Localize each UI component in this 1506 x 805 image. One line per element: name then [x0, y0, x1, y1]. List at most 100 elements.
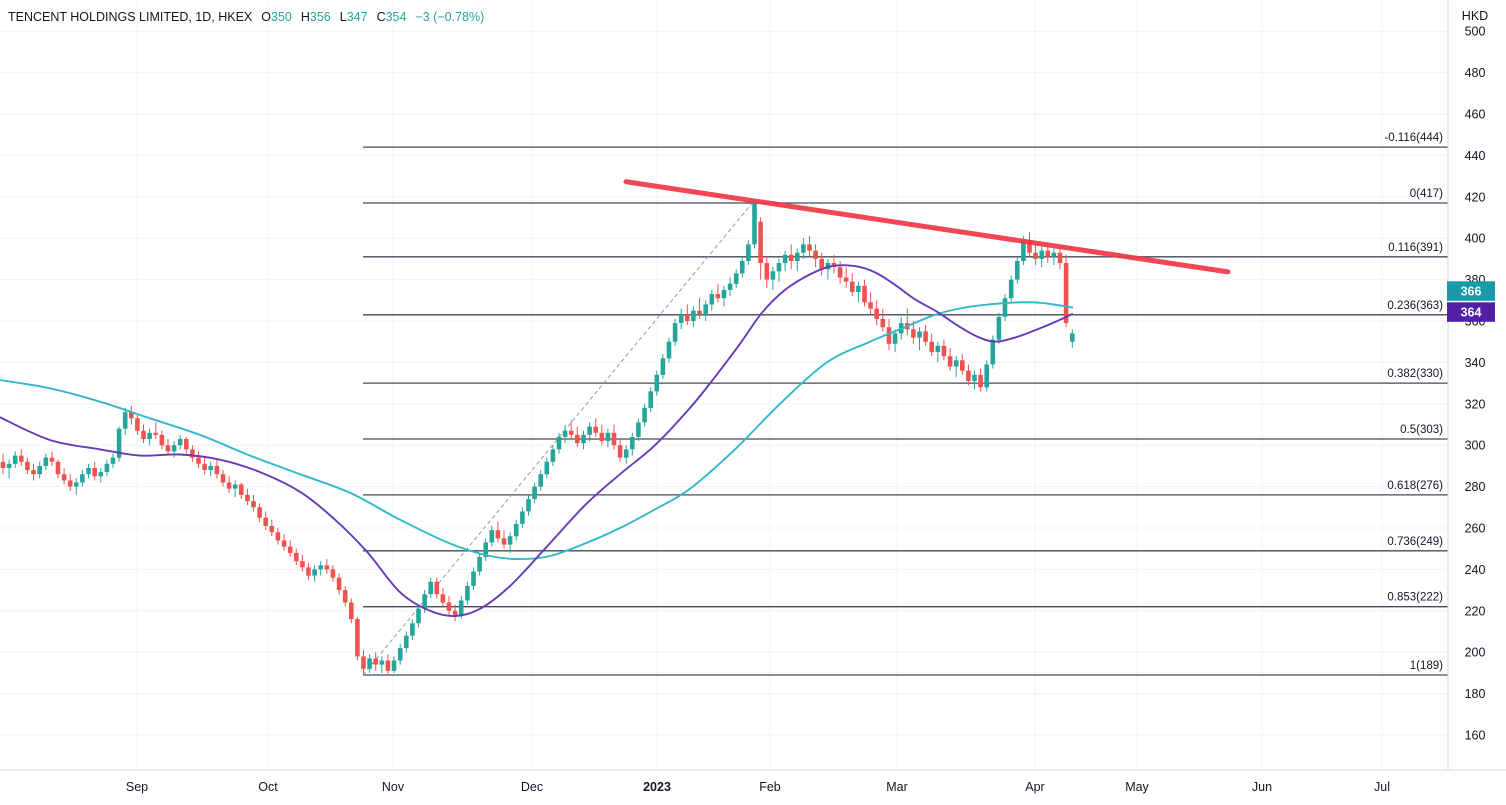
- candle-body: [630, 436, 635, 450]
- candle-body: [214, 465, 220, 475]
- candle-body: [257, 507, 262, 518]
- fib-level-label: 1(189): [1410, 660, 1443, 672]
- candle-body: [960, 360, 965, 371]
- candle-body: [746, 244, 751, 261]
- ohlc-field-label: L: [339, 10, 347, 24]
- candle-body: [61, 474, 67, 481]
- candle-body: [98, 472, 104, 477]
- candle-body: [324, 565, 330, 570]
- candle-body: [422, 594, 427, 609]
- fib-baseline-dashed[interactable]: [362, 200, 755, 676]
- time-tick-label: Feb: [759, 780, 781, 794]
- candle-body: [862, 285, 867, 303]
- candle-body: [281, 540, 287, 547]
- candle-body: [318, 565, 323, 570]
- fib-level-label: 0.5(303): [1400, 424, 1443, 436]
- candle-body: [31, 470, 36, 475]
- trendline-drawing[interactable]: [623, 179, 1231, 275]
- candle-body: [208, 465, 213, 470]
- price-tick-label: 420: [1465, 190, 1486, 204]
- candle-body: [568, 430, 574, 435]
- candle-body: [1008, 279, 1014, 299]
- time-tick-label: Jun: [1252, 780, 1272, 794]
- candle-body: [782, 254, 788, 264]
- candle-body: [1027, 240, 1032, 253]
- candle-body: [599, 432, 605, 442]
- candle-body: [605, 432, 611, 442]
- candle-body: [428, 581, 433, 595]
- candle-body: [776, 263, 782, 272]
- time-axis[interactable]: [0, 770, 1506, 805]
- candle-body: [92, 468, 97, 477]
- candle-body: [147, 432, 152, 439]
- candle-body: [49, 457, 55, 462]
- candle-body: [648, 391, 653, 408]
- candle-body: [733, 273, 739, 284]
- candle-body: [923, 331, 928, 342]
- candle-body: [795, 252, 800, 261]
- candle-body: [837, 267, 843, 278]
- fib-level-label: 0(417): [1410, 188, 1443, 200]
- time-tick-label: Oct: [258, 780, 278, 794]
- candle-body: [110, 457, 116, 464]
- time-tick-label: Mar: [886, 780, 908, 794]
- candle-body: [287, 546, 293, 553]
- candle-body: [74, 482, 79, 487]
- candle-body: [245, 494, 250, 502]
- candle-body: [911, 329, 916, 338]
- price-tick-label: 200: [1465, 646, 1486, 660]
- candle-body: [660, 358, 666, 375]
- candle-body: [642, 407, 647, 423]
- candle-body: [721, 289, 727, 299]
- candle-body: [275, 532, 281, 541]
- candle-body: [43, 457, 49, 466]
- candle-body: [691, 310, 696, 322]
- candle-body: [251, 501, 256, 508]
- candle-body: [623, 449, 629, 458]
- price-tick-label: 260: [1465, 522, 1486, 536]
- candle-body: [355, 619, 360, 657]
- candle-body: [416, 608, 421, 624]
- ma-purple-price-badge: [1447, 302, 1495, 322]
- candle-body: [1051, 252, 1057, 257]
- chart-legend[interactable]: TENCENT HOLDINGS LIMITED, 1D, HKEX O350 H…: [8, 8, 484, 26]
- symbol-title[interactable]: TENCENT HOLDINGS LIMITED, 1D, HKEX: [8, 10, 253, 24]
- candle-body: [819, 258, 824, 270]
- candle-body: [190, 449, 195, 458]
- candle-body: [507, 536, 513, 545]
- candle-body: [1021, 240, 1026, 261]
- candle-body: [654, 374, 660, 392]
- candle-body: [874, 308, 879, 319]
- candle-body: [966, 370, 971, 382]
- candle-body: [678, 314, 684, 324]
- gridlines: [0, 0, 1448, 770]
- candle-body: [813, 250, 818, 259]
- ohlc-field-label: O: [261, 10, 271, 24]
- time-tick-label: May: [1125, 780, 1149, 794]
- candle-body: [483, 542, 488, 557]
- candle-body: [929, 341, 934, 353]
- candle-body: [868, 302, 873, 309]
- candle-body: [6, 463, 12, 468]
- candle-body: [434, 581, 440, 595]
- candle-body: [171, 445, 177, 452]
- candle-body: [520, 511, 525, 524]
- candle-body: [850, 281, 855, 293]
- currency-label: HKD: [1462, 9, 1488, 23]
- candle-body: [581, 434, 586, 444]
- ma-purple-line[interactable]: [0, 264, 1074, 617]
- fib-level-label: 0.116(391): [1388, 242, 1443, 254]
- ma-teal-price-badge-value: 366: [1461, 285, 1482, 299]
- candle-body: [306, 567, 311, 576]
- candle-body: [269, 526, 275, 533]
- candle-body: [336, 577, 342, 591]
- fib-retracement[interactable]: -0.116(444) 0(417) 0.116(391) 0.236(363) 0.3…: [362, 132, 1448, 676]
- candle-body: [1039, 250, 1044, 259]
- price-axis[interactable]: [1448, 0, 1506, 805]
- candle-body: [807, 244, 812, 251]
- candle-body: [843, 277, 849, 282]
- ma-teal-line[interactable]: [0, 301, 1074, 561]
